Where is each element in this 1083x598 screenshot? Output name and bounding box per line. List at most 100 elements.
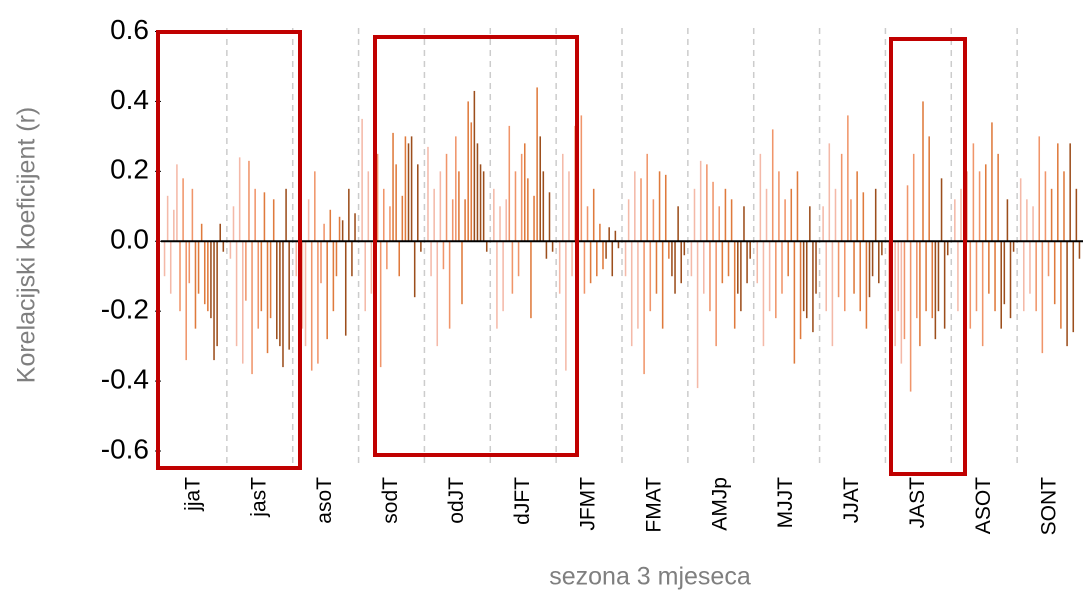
- bar: [1006, 199, 1009, 242]
- highlight-box: [889, 37, 967, 476]
- y-tick-label: 0.4: [110, 84, 149, 115]
- bar: [245, 241, 247, 301]
- bar: [216, 241, 218, 347]
- bar: [351, 241, 353, 277]
- bar: [464, 199, 466, 242]
- bar: [514, 171, 517, 242]
- bar: [382, 188, 385, 242]
- bar: [395, 164, 397, 242]
- bar: [288, 241, 290, 350]
- x-tick-label: jjaT: [181, 477, 204, 512]
- bar: [1041, 241, 1044, 354]
- bar: [765, 188, 768, 242]
- bar: [179, 241, 181, 312]
- bar: [310, 241, 313, 371]
- bar: [690, 241, 693, 277]
- x-axis-title: sezona 3 mjeseca: [549, 563, 751, 591]
- bar: [862, 192, 865, 242]
- bar: [730, 199, 733, 242]
- bar: [661, 241, 664, 329]
- x-tick-label: odJT: [445, 477, 468, 524]
- bar: [756, 241, 759, 284]
- bar: [727, 241, 730, 277]
- bar: [706, 164, 708, 242]
- bar: [493, 188, 495, 242]
- bar: [900, 241, 903, 364]
- bar: [370, 241, 373, 294]
- bar: [335, 241, 338, 277]
- bar: [837, 241, 840, 298]
- bar: [787, 241, 789, 277]
- bar: [1012, 241, 1015, 252]
- bar: [981, 241, 984, 347]
- x-tick-label: JFMT: [577, 477, 600, 531]
- bar: [850, 199, 852, 242]
- y-tick-label: 0.6: [110, 14, 149, 45]
- bar: [219, 223, 221, 242]
- bar: [238, 157, 241, 242]
- bar: [709, 241, 711, 312]
- bar: [533, 195, 535, 242]
- bar: [856, 171, 858, 242]
- bar: [410, 136, 413, 242]
- bar: [326, 241, 328, 340]
- bar: [169, 241, 172, 294]
- bar: [398, 241, 401, 277]
- bar: [793, 241, 796, 364]
- bar: [461, 241, 463, 305]
- bar: [831, 241, 834, 347]
- bar: [207, 241, 209, 312]
- bar: [802, 241, 805, 312]
- bar: [812, 241, 814, 333]
- bar: [699, 160, 702, 242]
- bar: [809, 206, 811, 242]
- bar: [470, 122, 473, 242]
- bar: [975, 241, 978, 312]
- bar: [173, 209, 175, 242]
- bar: [784, 199, 786, 242]
- bar: [482, 171, 485, 242]
- bar: [997, 153, 999, 242]
- bar: [338, 216, 341, 242]
- bar: [655, 241, 658, 294]
- bar: [320, 241, 322, 284]
- bar: [586, 206, 589, 242]
- bar: [592, 188, 595, 242]
- bar: [746, 241, 748, 284]
- bar: [946, 241, 949, 256]
- bar: [242, 241, 244, 364]
- bar: [1063, 171, 1065, 242]
- bar: [624, 241, 627, 277]
- bar: [354, 213, 356, 242]
- bar: [988, 241, 990, 294]
- bar: [1060, 241, 1062, 329]
- bar: [834, 188, 837, 242]
- bar: [1026, 199, 1028, 242]
- bar: [627, 199, 630, 242]
- bar: [166, 195, 169, 242]
- bar: [200, 223, 203, 242]
- bar: [853, 241, 855, 294]
- bar: [1072, 241, 1075, 333]
- bar: [1029, 241, 1031, 294]
- x-tick-label: ASOT: [972, 477, 995, 534]
- bar: [404, 136, 407, 242]
- x-tick-label: JJAT: [840, 477, 863, 523]
- bar: [599, 223, 601, 242]
- bar: [878, 241, 880, 284]
- bar: [505, 199, 507, 242]
- bar: [680, 241, 682, 284]
- bar: [301, 241, 304, 329]
- bar: [523, 143, 526, 242]
- bar: [232, 206, 235, 242]
- bar: [194, 241, 197, 329]
- bar: [1053, 241, 1056, 305]
- bar: [536, 87, 538, 242]
- bar: [389, 206, 391, 242]
- bar: [257, 241, 260, 329]
- bar: [1003, 241, 1006, 305]
- bar: [583, 241, 586, 294]
- bar: [562, 153, 564, 242]
- bar: [925, 241, 927, 312]
- bar: [868, 241, 871, 298]
